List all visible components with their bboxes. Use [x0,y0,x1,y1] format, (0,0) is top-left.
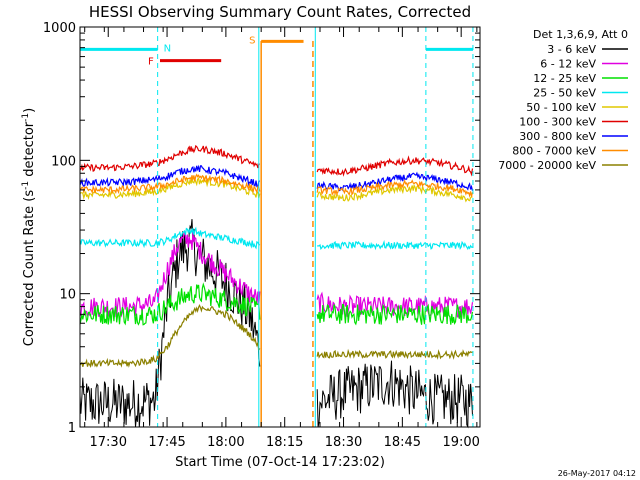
legend-label-8: 800 - 7000 keV [512,145,596,158]
y-axis-label-prefix: Corrected Count Rate (s [22,190,37,347]
markers-layer [157,27,474,427]
x-tick-label-7: 19:00 [442,435,479,450]
x-tick-label-2: 17:45 [148,435,185,450]
y-axis-label-suffix: ) [22,108,37,113]
series-line-3 [79,282,474,326]
series-line-8 [79,173,474,198]
chart-title: HESSI Observing Summary Count Rates, Cor… [89,3,471,21]
legend-label-2: 6 - 12 keV [540,58,596,71]
y-axis-label: Corrected Count Rate (s-1 detector-1) [21,108,37,346]
x-axis-ticks: 17:30 17:45 18:00 18:15 18:30 18:45 19:00 [84,27,480,450]
legend-label-3: 12 - 25 keV [533,72,596,85]
plot-frame [79,26,481,428]
y-axis-ticks: 1 10 100 1000 [43,21,480,436]
legend-label-9: 7000 - 20000 keV [498,159,596,172]
legend-label-4: 25 - 50 keV [533,87,596,100]
legend-header: Det 1,3,6,9, Att 0 [533,28,628,41]
x-tick-label-3: 18:00 [207,435,244,450]
flag-label-N: N [164,43,171,54]
x-tick-label-5: 18:30 [325,435,362,450]
flag-label-F: F [148,57,154,68]
y-tick-label-4: 1000 [43,21,76,36]
x-axis-label: Start Time (07-Oct-14 17:23:02) [175,455,385,470]
data-layer [79,144,474,429]
flags-layer: NF S [80,35,473,68]
y-tick-label-1: 1 [68,421,76,436]
x-tick-label-1: 17:30 [90,435,127,450]
legend-label-5: 50 - 100 keV [526,101,596,114]
footer-date: 26-May-2017 04:12 [558,469,636,478]
x-tick-label-4: 18:15 [266,435,303,450]
x-tick-label-6: 18:45 [384,435,421,450]
series-line-7 [79,164,474,192]
series-line-4 [79,226,473,251]
legend-label-1: 3 - 6 keV [547,43,596,56]
flag-label-S: S [249,35,255,46]
y-axis-label-mid: detector [22,121,37,181]
y-tick-label-3: 100 [51,154,76,169]
legend-label-7: 300 - 800 keV [519,130,596,143]
legend-label-6: 100 - 300 keV [519,116,596,129]
y-tick-label-2: 10 [59,288,76,303]
y-axis-label-sup1: -1 [21,181,31,190]
y-axis-label-sup2: -1 [21,113,31,122]
series-line-6 [79,144,474,177]
series-line-9 [79,303,473,368]
